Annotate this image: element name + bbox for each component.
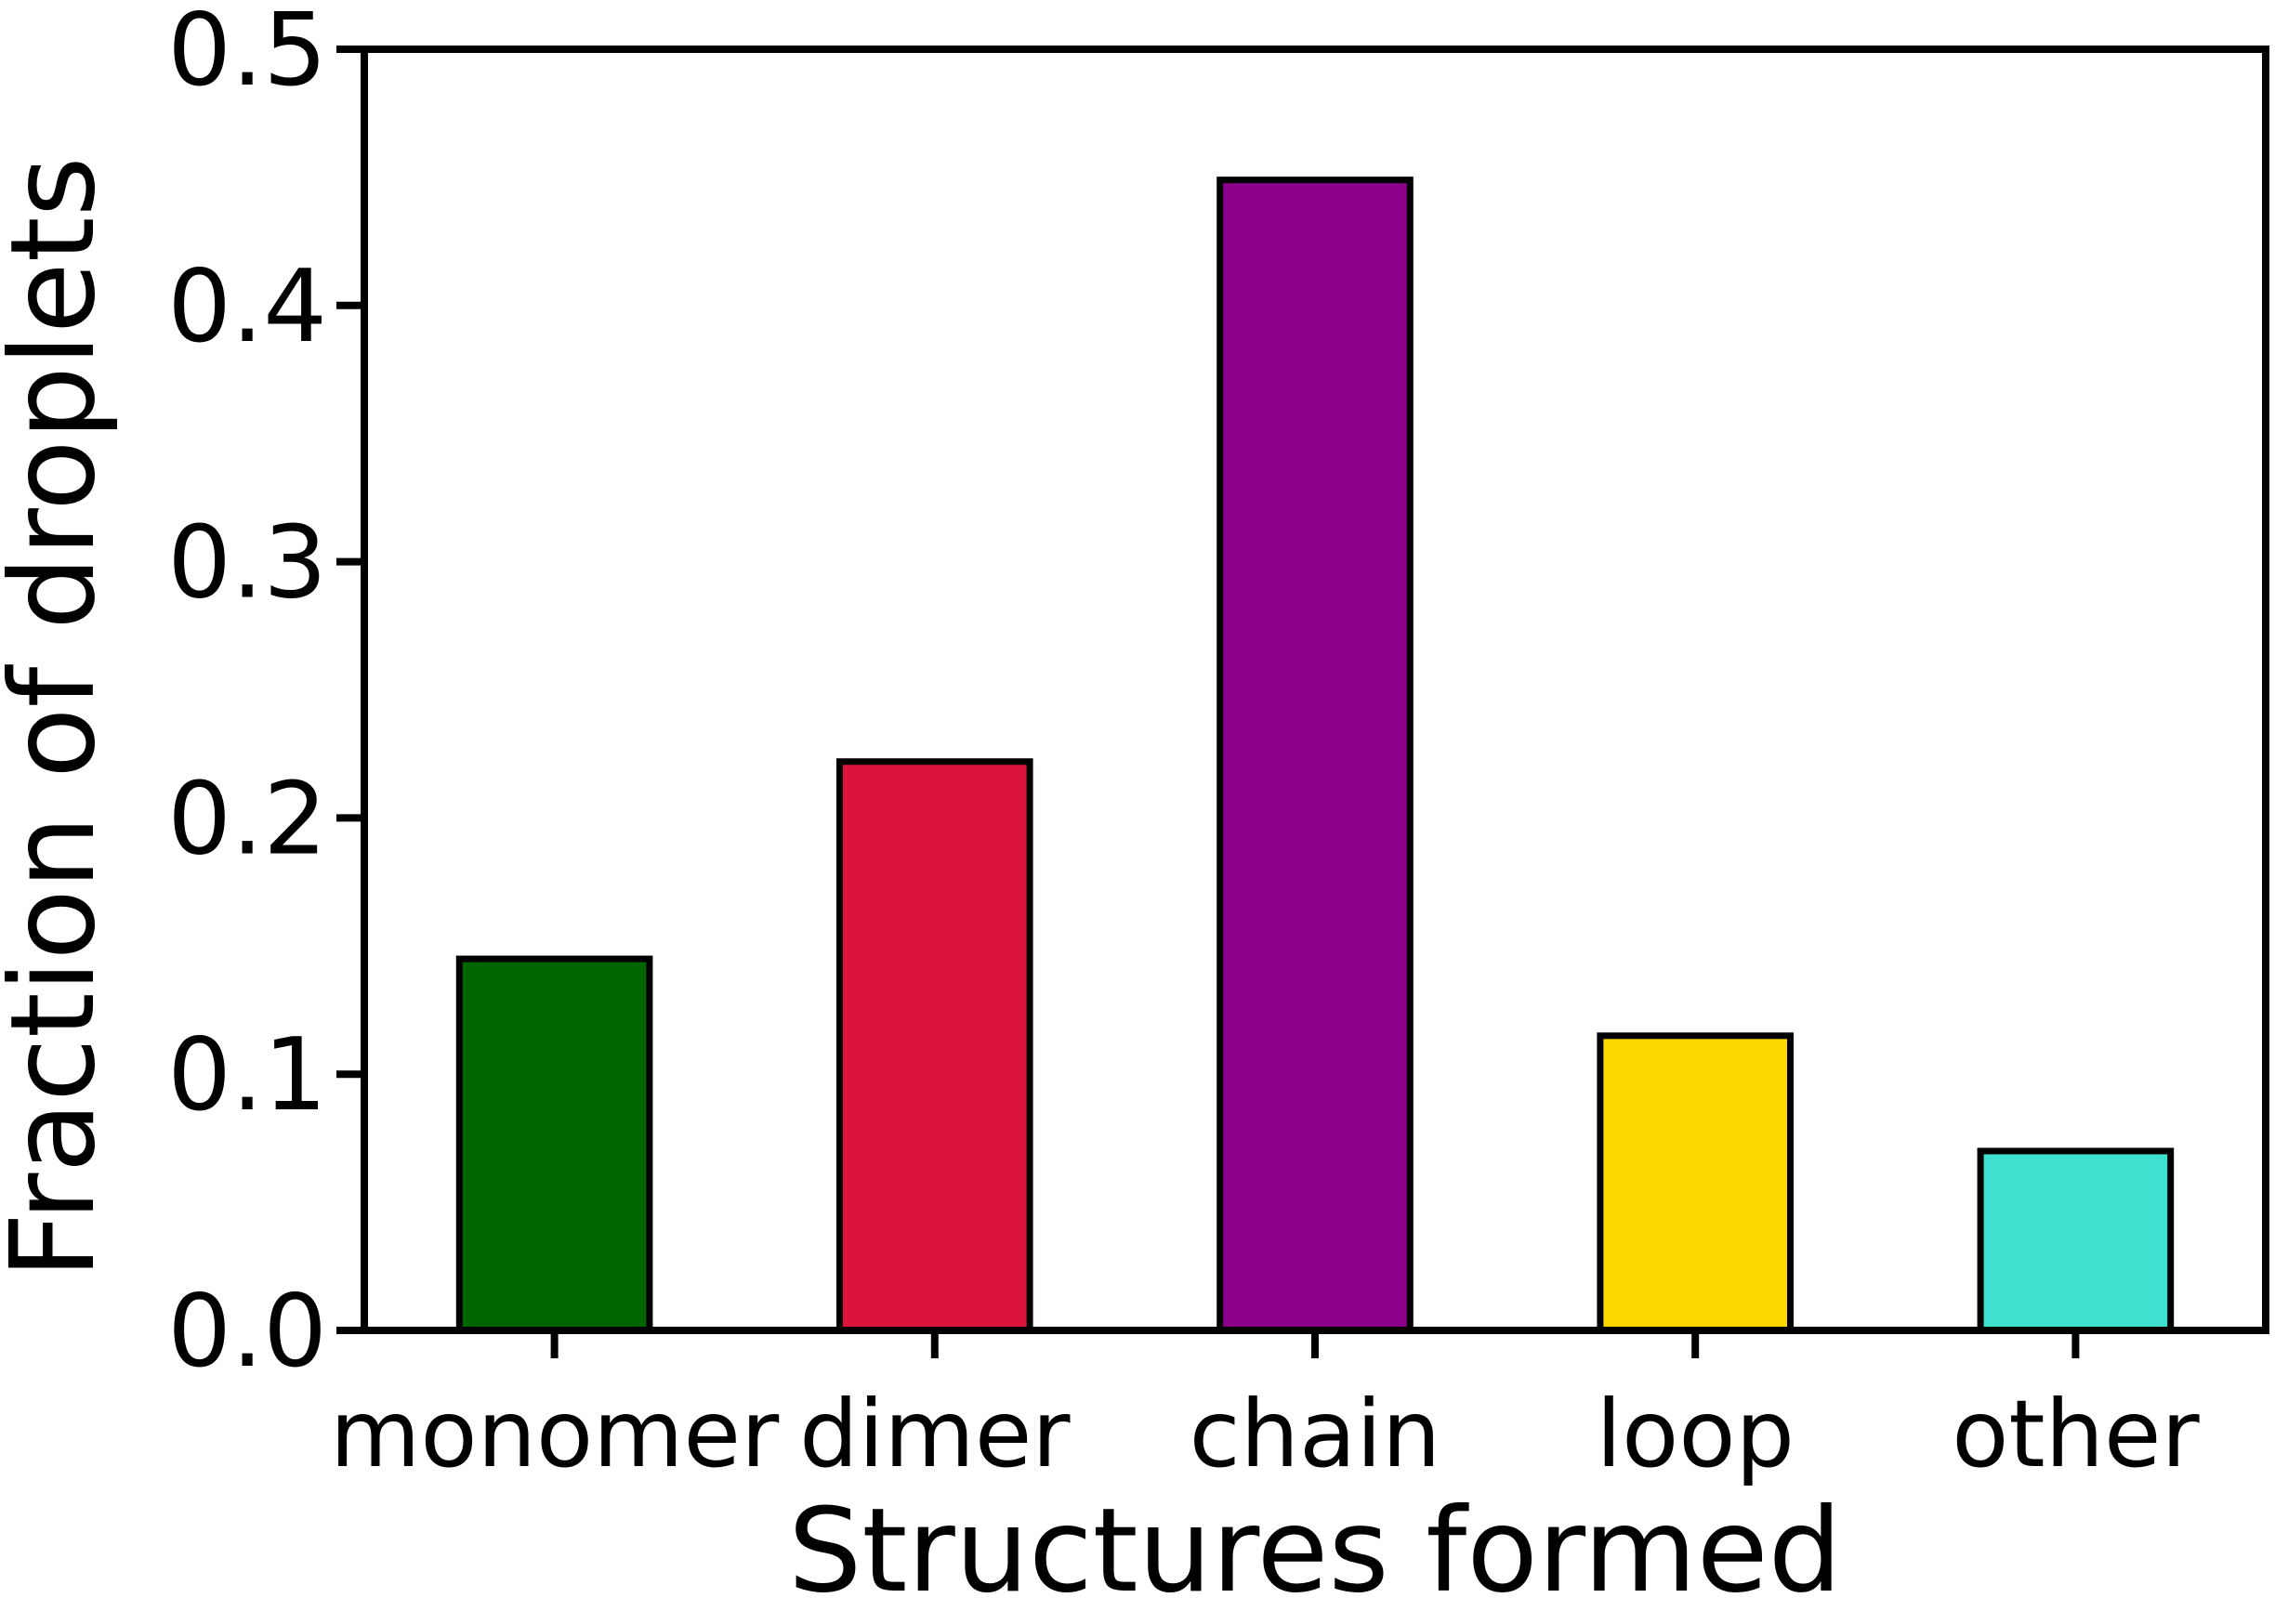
y-tick-label: 0.0 (167, 1274, 327, 1390)
bar-dimer (836, 758, 1033, 1334)
x-axis: monomer dimer chain loop other (330, 1330, 2200, 1488)
y-axis: 0.0 0.1 0.2 0.3 0.4 0.5 (167, 0, 364, 1390)
bars-group (455, 177, 2175, 1334)
x-axis-label: Structures formed (788, 1484, 1842, 1618)
y-tick-label: 0.2 (167, 761, 327, 877)
y-tick-label: 0.3 (167, 505, 327, 622)
y-tick-label: 0.5 (167, 0, 327, 109)
y-tick-label: 0.1 (167, 1017, 327, 1133)
y-axis-label: Fraction of droplets (0, 156, 121, 1279)
bar-other (1977, 1147, 2175, 1334)
bar-chain (1216, 177, 1414, 1334)
bar-loop (1597, 1032, 1795, 1334)
x-tick-label-monomer: monomer (330, 1380, 780, 1488)
y-tick-label: 0.4 (167, 249, 327, 365)
x-tick-label-dimer: dimer (799, 1380, 1071, 1488)
bar-monomer (455, 955, 653, 1334)
x-tick-label-chain: chain (1190, 1380, 1441, 1488)
x-tick-label-other: other (1952, 1380, 2200, 1488)
x-tick-label-loop: loop (1596, 1380, 1795, 1488)
